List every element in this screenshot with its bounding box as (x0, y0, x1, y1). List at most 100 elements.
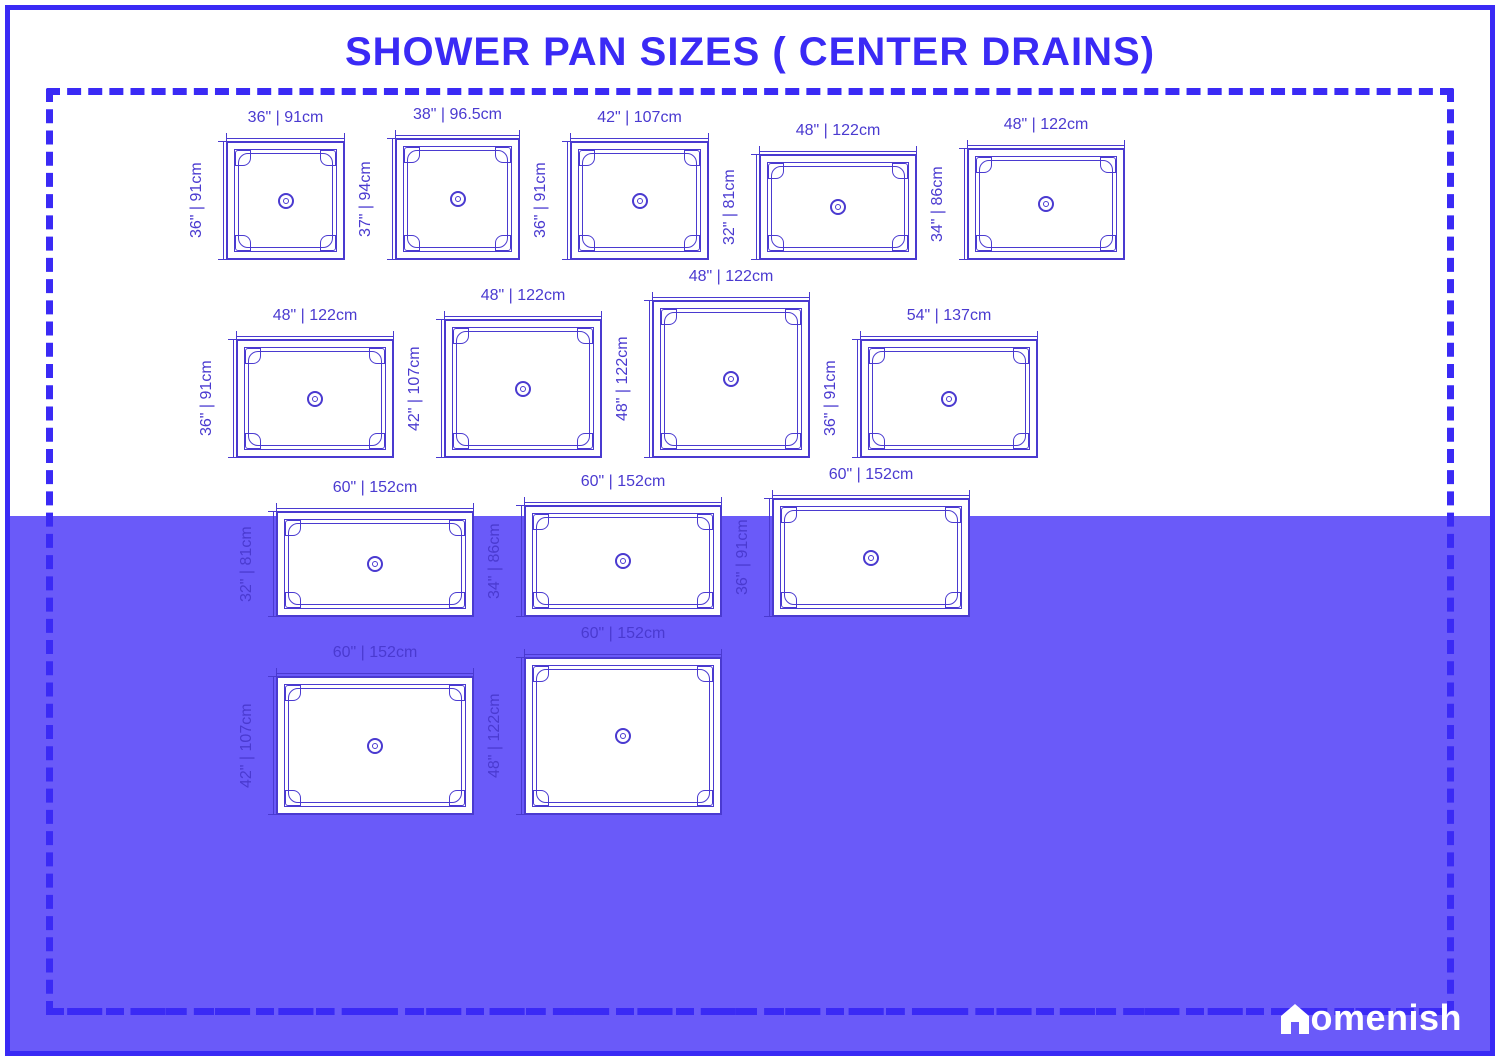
dimension-left: 32" | 81cm (723, 154, 759, 260)
dimension-left: 36" | 91cm (824, 339, 860, 458)
dimension-top: 48" | 122cm (444, 289, 602, 319)
pan-outline (524, 505, 722, 617)
dim-left-label: 48" | 122cm (486, 657, 504, 815)
dimension-top: 60" | 152cm (524, 475, 722, 505)
dimension-left: 48" | 122cm (616, 300, 652, 458)
dim-left-label: 42" | 107cm (406, 319, 424, 458)
shower-pan: 48" | 122cm 32" | 81cm (723, 124, 917, 260)
pan-grid: 36" | 91cm 36" | 91cm 38" | 96.5cm 37" | 94… (70, 108, 1430, 991)
dimension-top: 60" | 152cm (772, 468, 970, 498)
brand-logo: omenish (1277, 997, 1462, 1039)
shower-pan: 48" | 122cm 48" | 122cm (616, 270, 810, 458)
dim-top-label: 60" | 152cm (772, 466, 970, 484)
shower-pan: 48" | 122cm 42" | 107cm (408, 289, 602, 458)
drain-icon (515, 381, 531, 397)
dimension-top: 54" | 137cm (860, 309, 1038, 339)
dim-left-label: 34" | 86cm (486, 505, 504, 617)
shower-pan: 60" | 152cm 36" | 91cm (736, 468, 970, 617)
pan-row: 60" | 152cm42" | 107cm60" | 152cm48" | 1… (70, 627, 1430, 815)
drain-icon (830, 199, 846, 215)
pan-outline (236, 339, 394, 458)
dim-top-label: 36" | 91cm (226, 109, 345, 127)
pan-outline (652, 300, 810, 458)
drain-icon (1038, 196, 1054, 212)
dim-left-label: 36" | 91cm (188, 141, 206, 260)
pan-outline (570, 141, 709, 260)
dim-left-label: 36" | 91cm (822, 339, 840, 458)
dimension-left: 37" | 94cm (359, 138, 395, 260)
dimension-left: 34" | 86cm (931, 148, 967, 260)
dim-left-label: 48" | 122cm (614, 300, 632, 458)
dimension-top: 60" | 152cm (276, 646, 474, 676)
dimension-left: 42" | 107cm (240, 676, 276, 815)
dim-top-label: 48" | 122cm (652, 268, 810, 286)
dim-left-label: 36" | 91cm (734, 498, 752, 617)
dim-left-label: 37" | 94cm (357, 138, 375, 260)
dimension-top: 48" | 122cm (759, 124, 917, 154)
dimension-left: 32" | 81cm (240, 511, 276, 617)
dim-top-label: 48" | 122cm (444, 287, 602, 305)
dimension-left: 36" | 91cm (190, 141, 226, 260)
pan-outline (524, 657, 722, 815)
drain-icon (367, 556, 383, 572)
pan-row: 36" | 91cm 36" | 91cm 38" | 96.5cm 37" | 94… (70, 108, 1430, 260)
dim-top-label: 60" | 152cm (276, 479, 474, 497)
dim-top-label: 42" | 107cm (570, 109, 709, 127)
shower-pan: 60" | 152cm 48" | 122cm (488, 627, 722, 815)
dim-left-label: 34" | 86cm (929, 148, 947, 260)
dimension-left: 42" | 107cm (408, 319, 444, 458)
dim-top-label: 60" | 152cm (276, 644, 474, 662)
dim-top-label: 48" | 122cm (236, 307, 394, 325)
dimension-top: 48" | 122cm (652, 270, 810, 300)
dimension-left: 34" | 86cm (488, 505, 524, 617)
shower-pan: 42" | 107cm36" | 91cm (534, 111, 709, 260)
pan-outline (967, 148, 1125, 260)
dim-top-label: 48" | 122cm (759, 122, 917, 140)
pan-outline (759, 154, 917, 260)
page-title: SHOWER PAN SIZES ( CENTER DRAINS) (0, 30, 1500, 75)
pan-outline (276, 676, 474, 815)
shower-pan: 38" | 96.5cm 37" | 94cm (359, 108, 520, 260)
pan-outline (444, 319, 602, 458)
drain-icon (450, 191, 466, 207)
dimension-left: 36" | 91cm (200, 339, 236, 458)
shower-pan: 60" | 152cm 34" | 86cm (488, 475, 722, 617)
dim-top-label: 60" | 152cm (524, 625, 722, 643)
dimension-top: 48" | 122cm (967, 118, 1125, 148)
dimension-top: 36" | 91cm (226, 111, 345, 141)
dim-top-label: 38" | 96.5cm (395, 106, 520, 124)
dim-left-label: 32" | 81cm (721, 154, 739, 260)
shower-pan: 60" | 152cm42" | 107cm (240, 646, 474, 815)
dimension-top: 38" | 96.5cm (395, 108, 520, 138)
shower-pan: 36" | 91cm 36" | 91cm (190, 111, 345, 260)
dimension-left: 36" | 91cm (736, 498, 772, 617)
drain-icon (723, 371, 739, 387)
pan-row: 48" | 122cm 36" | 91cm 48" | 122cm 42" | 10… (70, 270, 1430, 458)
brand-text: omenish (1310, 997, 1462, 1038)
house-icon (1277, 1000, 1313, 1036)
drain-icon (307, 391, 323, 407)
drain-icon (941, 391, 957, 407)
dim-left-label: 32" | 81cm (238, 511, 256, 617)
shower-pan: 48" | 122cm 36" | 91cm (200, 309, 394, 458)
dimension-left: 36" | 91cm (534, 141, 570, 260)
dim-top-label: 54" | 137cm (860, 307, 1038, 325)
drain-icon (632, 193, 648, 209)
drain-icon (863, 550, 879, 566)
drain-icon (367, 738, 383, 754)
dim-top-label: 60" | 152cm (524, 473, 722, 491)
drain-icon (278, 193, 294, 209)
dim-left-label: 36" | 91cm (198, 339, 216, 458)
dimension-top: 60" | 152cm (524, 627, 722, 657)
shower-pan: 60" | 152cm 32" | 81cm (240, 481, 474, 617)
pan-row: 60" | 152cm 32" | 81cm 60" | 152cm 34" | 86… (70, 468, 1430, 617)
dimension-top: 48" | 122cm (236, 309, 394, 339)
pan-outline (860, 339, 1038, 458)
pan-outline (276, 511, 474, 617)
dim-top-label: 48" | 122cm (967, 116, 1125, 134)
shower-pan: 48" | 122cm 34" | 86cm (931, 118, 1125, 260)
dimension-top: 60" | 152cm (276, 481, 474, 511)
pan-outline (772, 498, 970, 617)
dimension-top: 42" | 107cm (570, 111, 709, 141)
shower-pan: 54" | 137cm 36" | 91cm (824, 309, 1038, 458)
